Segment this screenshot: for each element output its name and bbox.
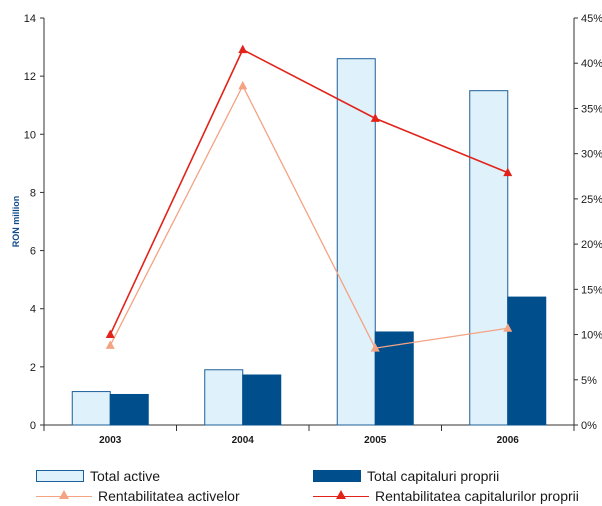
- line-rentabilitatea-capitalurilor-proprii: [109, 48, 509, 335]
- point-rentabilitatea-capitalurilor-proprii: [238, 44, 248, 54]
- bar-total-active: [469, 90, 509, 426]
- point-rentabilitatea-activelor: [370, 343, 380, 352]
- y-right-tick-label: 35%: [581, 103, 602, 115]
- point-rentabilitatea-activelor: [503, 323, 513, 332]
- line-rentabilitatea-activelor: [109, 84, 508, 349]
- bar-total-active: [336, 58, 376, 426]
- bar-total-capitaluri-proprii: [109, 393, 149, 426]
- x-tick-label: 2006: [497, 435, 520, 446]
- y-left-tick-label: 10: [24, 129, 36, 141]
- x-tick-label: 2004: [232, 435, 255, 446]
- bar-total-capitaluri-proprii: [242, 374, 282, 426]
- point-rentabilitatea-activelor: [105, 340, 115, 349]
- bar-total-active: [204, 369, 244, 426]
- bar-total-active: [71, 391, 111, 426]
- point-rentabilitatea-capitalurilor-proprii: [105, 329, 115, 339]
- chart-labels: 0 2 4 6 8 10 12 14 0% 5% 10% 15% 20% 25% 30% 35% 40% 45% 2…: [11, 13, 602, 446]
- y-left-tick-label: 2: [30, 362, 36, 374]
- y-right-tick-label: 45%: [581, 13, 602, 25]
- y-left-tick-label: 14: [24, 13, 36, 25]
- y-right-tick-label: 5%: [581, 375, 597, 387]
- chart-lines: [105, 44, 513, 352]
- y-right-tick-label: 40%: [581, 58, 602, 70]
- point-rentabilitatea-activelor: [238, 80, 248, 90]
- y-right-tick-label: 10%: [581, 330, 602, 342]
- point-rentabilitatea-capitalurilor-proprii: [503, 167, 513, 177]
- y-left-tick-label: 12: [24, 71, 36, 83]
- chart-bars: [71, 58, 547, 426]
- y-left-tick-label: 4: [30, 304, 36, 316]
- x-tick-label: 2005: [364, 435, 387, 446]
- x-tick-label: 2003: [99, 435, 122, 446]
- y-right-tick-label: 15%: [581, 284, 602, 296]
- y-right-tick-label: 30%: [581, 149, 602, 161]
- y-left-tick-label: 8: [30, 187, 36, 199]
- y-left-tick-label: 0: [30, 420, 36, 432]
- y-right-tick-label: 20%: [581, 239, 602, 251]
- y-axis-title: RON million: [11, 196, 21, 248]
- y-left-tick-label: 6: [30, 246, 36, 258]
- y-right-tick-label: 25%: [581, 194, 602, 206]
- y-right-tick-label: 0%: [581, 420, 597, 432]
- bar-total-capitaluri-proprii: [507, 296, 547, 426]
- point-rentabilitatea-capitalurilor-proprii: [370, 113, 380, 122]
